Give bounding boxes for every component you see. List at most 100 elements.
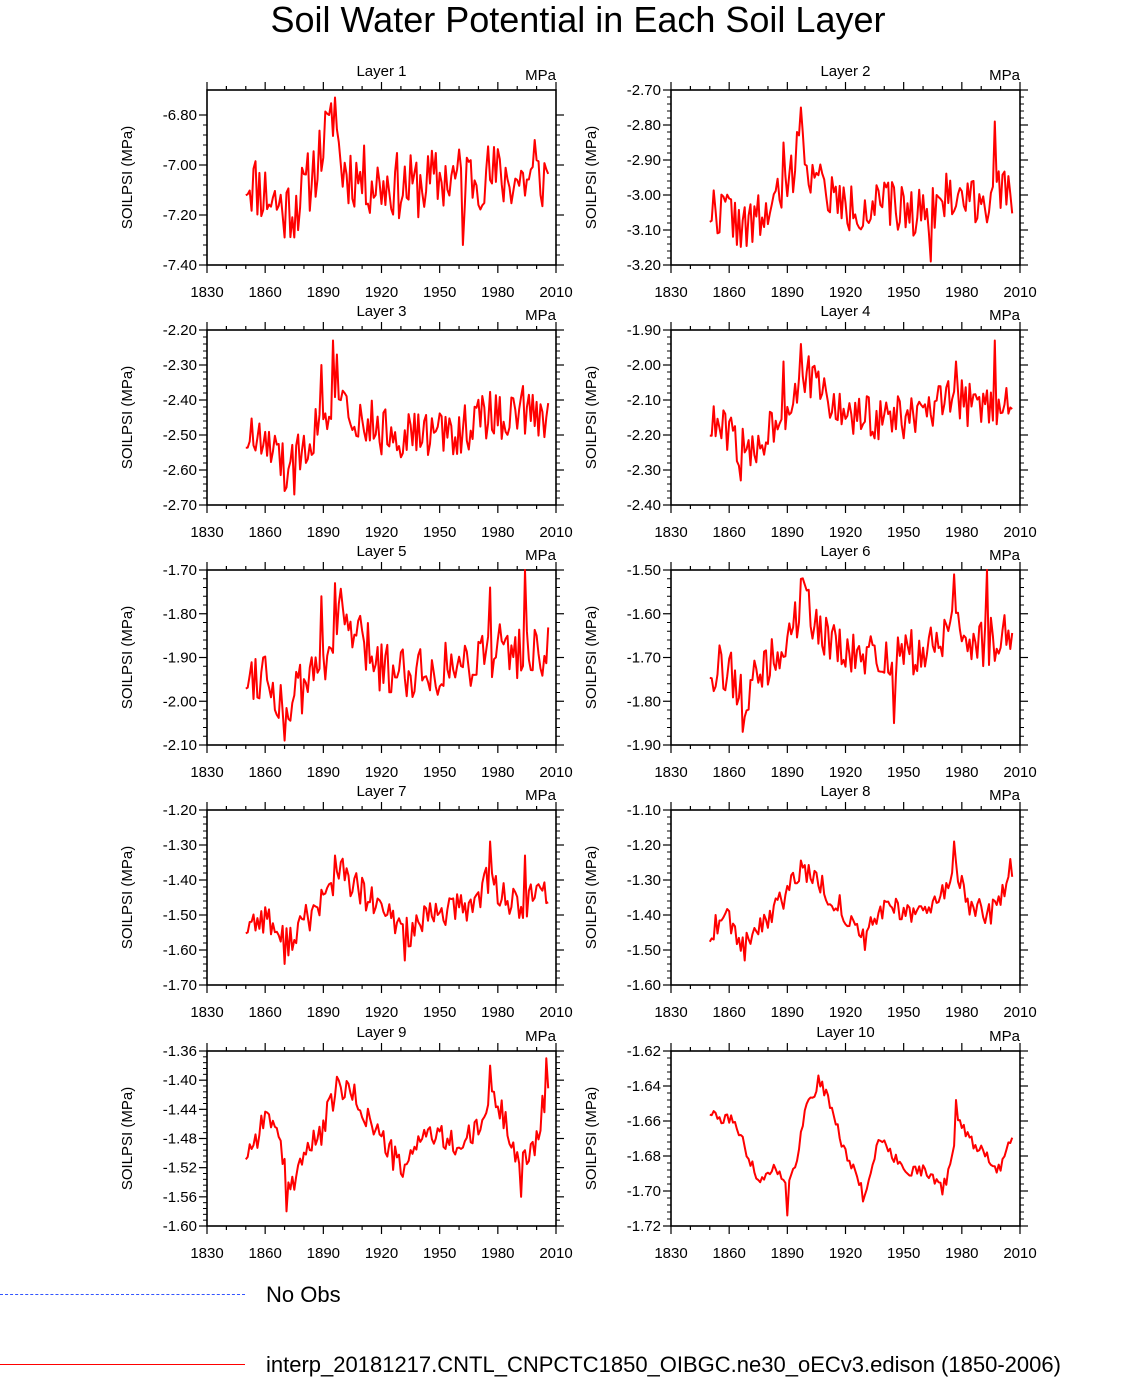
- x-tick-label: 1890: [771, 764, 804, 781]
- series-line-model: [709, 569, 1014, 733]
- y-axis-label: SOILPSI (MPa): [119, 846, 136, 949]
- y-tick-label: -7.20: [163, 207, 197, 224]
- x-tick-label: 1920: [829, 764, 862, 781]
- y-tick-label: -1.90: [627, 322, 661, 339]
- y-tick-label: -1.70: [627, 1183, 661, 1200]
- x-tick-label: 1860: [248, 764, 281, 781]
- x-tick-label: 1830: [190, 764, 223, 781]
- y-tick-label: -1.52: [163, 1160, 197, 1177]
- panel-layer-2: 1830 1860 1890 1920 1950 1980 2010 -3.20 -3.10 -3…: [583, 63, 1037, 301]
- x-tick-label: 1980: [481, 524, 514, 541]
- x-tick-label: 1890: [307, 1004, 340, 1021]
- x-tick-label: 1920: [365, 764, 398, 781]
- panel-title: Layer 4: [820, 303, 870, 320]
- panel-title: Layer 5: [356, 543, 406, 560]
- y-tick-label: -1.70: [163, 977, 197, 994]
- legend-obs-label: No Obs: [266, 1282, 341, 1307]
- x-tick-label: 1830: [654, 524, 687, 541]
- y-axis-label: SOILPSI (MPa): [119, 366, 136, 469]
- x-tick-label: 1890: [307, 524, 340, 541]
- x-tick-label: 1860: [712, 284, 745, 301]
- y-tick-label: -1.20: [163, 802, 197, 819]
- panel-title: Layer 2: [820, 63, 870, 80]
- y-axis-label: SOILPSI (MPa): [119, 1087, 136, 1190]
- x-tick-label: 1980: [481, 284, 514, 301]
- y-tick-label: -2.40: [163, 392, 197, 409]
- y-tick-label: -1.90: [163, 650, 197, 667]
- x-tick-label: 1980: [481, 1245, 514, 1262]
- y-tick-label: -1.80: [163, 606, 197, 623]
- y-tick-label: -1.50: [163, 907, 197, 924]
- panel-layer-1: 1830 1860 1890 1920 1950 1980 2010 -7.40 -7.20 -7…: [119, 63, 573, 301]
- y-tick-label: -1.56: [163, 1189, 197, 1206]
- y-tick-label: -2.10: [163, 737, 197, 754]
- panel-layer-5: 1830 1860 1890 1920 1950 1980 2010 -2.10 -2.00 -1…: [119, 543, 573, 781]
- x-tick-label: 1860: [248, 524, 281, 541]
- x-tick-label: 1860: [712, 764, 745, 781]
- y-tick-label: -2.10: [627, 392, 661, 409]
- y-tick-label: -1.50: [627, 562, 661, 579]
- y-tick-label: -3.20: [627, 257, 661, 274]
- y-tick-label: -2.30: [163, 357, 197, 374]
- y-tick-label: -2.50: [163, 427, 197, 444]
- x-tick-label: 1980: [481, 1004, 514, 1021]
- x-tick-label: 1830: [654, 1245, 687, 1262]
- x-tick-label: 1950: [887, 284, 920, 301]
- y-axis-label: SOILPSI (MPa): [583, 846, 600, 949]
- x-tick-label: 1950: [423, 1004, 456, 1021]
- plot-frame: [670, 89, 1021, 266]
- units-label: MPa: [989, 1028, 1021, 1045]
- panel-layer-6: 1830 1860 1890 1920 1950 1980 2010 -1.90 -1.80 -1…: [583, 543, 1037, 781]
- x-tick-label: 2010: [539, 1245, 572, 1262]
- y-axis-label: SOILPSI (MPa): [583, 366, 600, 469]
- x-tick-label: 1890: [307, 764, 340, 781]
- x-tick-label: 1890: [771, 284, 804, 301]
- series-line-model: [708, 840, 1014, 962]
- panel-title: Layer 7: [356, 783, 406, 800]
- x-tick-label: 1860: [712, 1004, 745, 1021]
- panel-title: Layer 8: [820, 783, 870, 800]
- units-label: MPa: [525, 307, 557, 324]
- y-tick-label: -1.80: [627, 693, 661, 710]
- x-tick-label: 1950: [887, 764, 920, 781]
- y-tick-label: -2.70: [627, 82, 661, 99]
- y-tick-label: -2.40: [627, 497, 661, 514]
- panel-title: Layer 10: [816, 1024, 874, 1041]
- y-tick-label: -1.60: [627, 977, 661, 994]
- y-tick-label: -1.66: [627, 1113, 661, 1130]
- x-tick-label: 2010: [539, 524, 572, 541]
- units-label: MPa: [525, 547, 557, 564]
- x-tick-label: 1830: [190, 284, 223, 301]
- y-tick-label: -1.48: [163, 1131, 197, 1148]
- x-tick-label: 1950: [887, 1245, 920, 1262]
- x-tick-label: 1830: [654, 1004, 687, 1021]
- y-tick-label: -1.20: [627, 837, 661, 854]
- x-tick-label: 1980: [945, 1004, 978, 1021]
- page-title: Soil Water Potential in Each Soil Layer: [270, 0, 886, 40]
- y-tick-label: -2.30: [627, 462, 661, 479]
- y-tick-label: -7.40: [163, 257, 197, 274]
- y-tick-label: -1.36: [163, 1043, 197, 1060]
- x-tick-label: 1920: [829, 524, 862, 541]
- x-tick-label: 2010: [539, 284, 572, 301]
- x-tick-label: 1950: [887, 1004, 920, 1021]
- y-tick-label: -1.44: [163, 1101, 197, 1118]
- legend-obs-line: [0, 1294, 245, 1295]
- y-tick-label: -1.72: [627, 1218, 661, 1235]
- legend-model-line: [0, 1364, 245, 1365]
- x-tick-label: 2010: [1003, 1004, 1036, 1021]
- series-line-model: [245, 840, 549, 965]
- panel-layer-7: 1830 1860 1890 1920 1950 1980 2010 -1.70 -1.60 -1…: [119, 783, 573, 1021]
- x-tick-label: 1950: [887, 524, 920, 541]
- units-label: MPa: [989, 787, 1021, 804]
- plot-frame: [206, 329, 557, 506]
- legend-model-label: interp_20181217.CNTL_CNPCTC1850_OIBGC.ne…: [266, 1352, 1061, 1377]
- x-tick-label: 1950: [423, 524, 456, 541]
- x-tick-label: 1920: [829, 284, 862, 301]
- units-label: MPa: [525, 67, 557, 84]
- y-tick-label: -2.70: [163, 497, 197, 514]
- x-tick-label: 1920: [365, 524, 398, 541]
- x-tick-label: 1860: [248, 1004, 281, 1021]
- units-label: MPa: [525, 1028, 557, 1045]
- panel-title: Layer 6: [820, 543, 870, 560]
